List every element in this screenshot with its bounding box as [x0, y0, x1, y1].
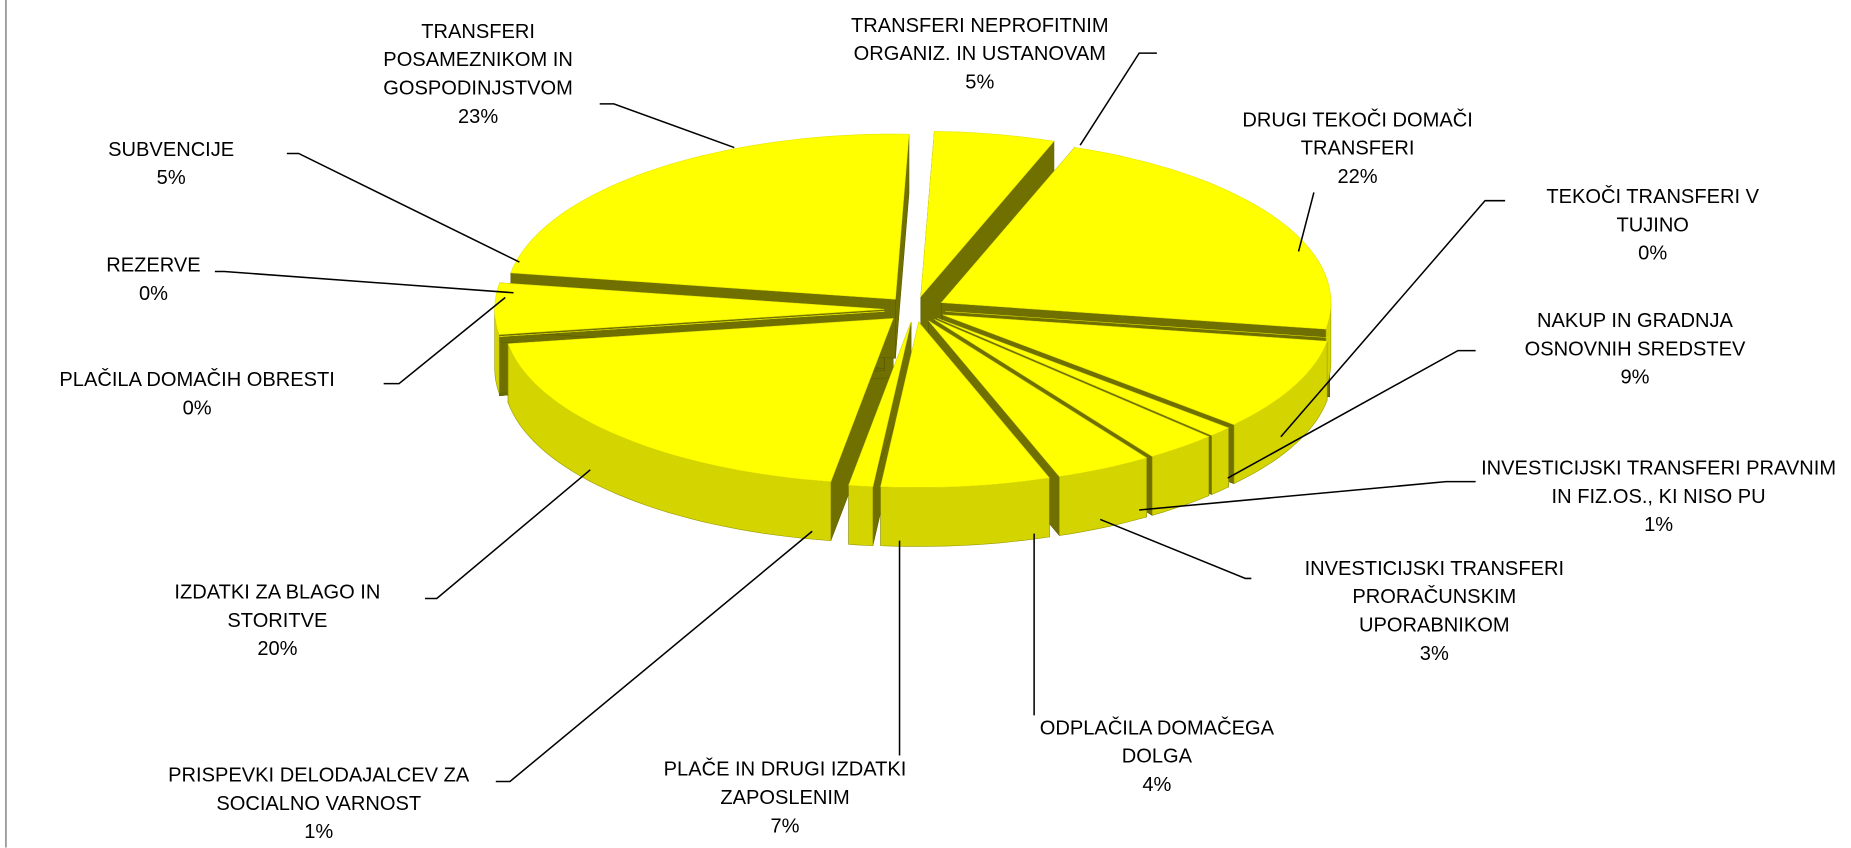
value-label: 20%	[257, 637, 298, 660]
category-name: DRUGI TEKOČI DOMAČI TRANSFERI	[1242, 108, 1473, 160]
value-label: 1%	[1644, 513, 1674, 536]
slice-label: INVESTICIJSKI TRANSFERI PRAVNIM IN FIZ.O…	[1479, 454, 1839, 539]
leader-line	[383, 296, 506, 385]
slice-label: NAKUP IN GRADNJA OSNOVNIH SREDSTEV 9%	[1493, 307, 1776, 392]
category-name: PLAČE IN DRUGI IZDATKI ZAPOSLENIM	[663, 757, 907, 809]
value-label: 4%	[1142, 773, 1172, 796]
slice	[940, 147, 1332, 330]
leader-line	[1099, 518, 1252, 580]
slice	[937, 317, 1230, 436]
leader-line	[599, 103, 735, 149]
slice-label: SUBVENCIJE 5%	[77, 136, 266, 193]
category-name: ODPLAČILA DOMAČEGA DOLGA	[1039, 716, 1274, 768]
leader-line	[1280, 199, 1506, 438]
leader-line	[214, 270, 514, 294]
value-label: 0%	[1638, 242, 1668, 265]
slice	[848, 322, 912, 488]
value-label: 7%	[770, 814, 800, 837]
category-name: INVESTICIJSKI TRANSFERI PRORAČUNSKIM UPO…	[1304, 557, 1565, 637]
category-name: TRANSFERI NEPROFITNIM ORGANIZ. IN USTANO…	[851, 14, 1109, 65]
value-label: 0%	[182, 396, 212, 420]
slice-label: DRUGI TEKOČI DOMAČI TRANSFERI 22%	[1198, 106, 1517, 191]
category-name: PRISPEVKI DELODAJALCEV ZA SOCIALNO VARNO…	[168, 763, 470, 815]
slice-label: PLAČILA DOMAČIH OBRESTI 0%	[2, 366, 392, 423]
slice	[928, 320, 1148, 477]
value-label: 23%	[458, 105, 499, 128]
slice-label: REZERVE 0%	[83, 251, 225, 308]
outer-walls	[494, 302, 1332, 547]
value-label: 5%	[965, 70, 995, 94]
leader-line	[1079, 52, 1157, 146]
slice-label: TRANSFERI NEPROFITNIM ORGANIZ. IN USTANO…	[803, 12, 1157, 97]
value-label: 1%	[304, 820, 334, 843]
category-name: TEKOČI TRANSFERI V TUJINO	[1546, 185, 1760, 237]
slice-side	[880, 477, 1050, 547]
slice-label: PLAČE IN DRUGI IZDATKI ZAPOSLENIM 7%	[614, 756, 956, 841]
category-name: REZERVE	[106, 253, 201, 277]
slice	[942, 314, 1328, 425]
category-name: PLAČILA DOMAČIH OBRESTI	[59, 368, 335, 391]
slice	[880, 321, 1050, 488]
leader-line	[1297, 192, 1315, 252]
leader-line	[424, 469, 591, 600]
value-label: 9%	[1620, 365, 1650, 389]
leader-line	[286, 152, 520, 263]
slice	[920, 131, 1055, 298]
leader-line	[1139, 480, 1476, 511]
value-label: 5%	[156, 166, 186, 189]
slice-side	[848, 484, 874, 547]
top-faces	[494, 131, 1332, 488]
category-name: IZDATKI ZA BLAGO IN STORITVE	[174, 580, 381, 632]
value-label: 3%	[1419, 642, 1449, 665]
slice-label: IZDATKI ZA BLAGO IN STORITVE 20%	[130, 578, 425, 663]
slice-label: TRANSFERI POSAMEZNIKOM IN GOSPODINJSTVOM…	[342, 18, 614, 131]
slice-label: PRISPEVKI DELODAJALCEV ZA SOCIALNO VARNO…	[148, 761, 490, 846]
slice	[945, 311, 1330, 339]
value-label: 22%	[1337, 165, 1378, 188]
value-label: 0%	[138, 282, 168, 305]
slice-label: INVESTICIJSKI TRANSFERI PRORAČUNSKIM UPO…	[1276, 555, 1592, 668]
slice	[510, 133, 910, 300]
leader-line	[495, 530, 813, 783]
category-name: SUBVENCIJE	[108, 138, 235, 161]
slice-label: TEKOČI TRANSFERI V TUJINO 0%	[1511, 183, 1794, 268]
slice	[494, 282, 885, 335]
slice	[507, 318, 894, 482]
category-name: INVESTICIJSKI TRANSFERI PRAVNIM IN FIZ.O…	[1481, 456, 1837, 508]
category-name: NAKUP IN GRADNJA OSNOVNIH SREDSTEV	[1524, 309, 1746, 361]
slice-label: ODPLAČILA DOMAČEGA DOLGA 4%	[1015, 714, 1298, 799]
leader-line	[1227, 349, 1476, 479]
slice	[934, 319, 1210, 457]
category-name: TRANSFERI POSAMEZNIKOM IN GOSPODINJSTVOM	[383, 20, 573, 100]
slice-side	[1211, 427, 1229, 495]
